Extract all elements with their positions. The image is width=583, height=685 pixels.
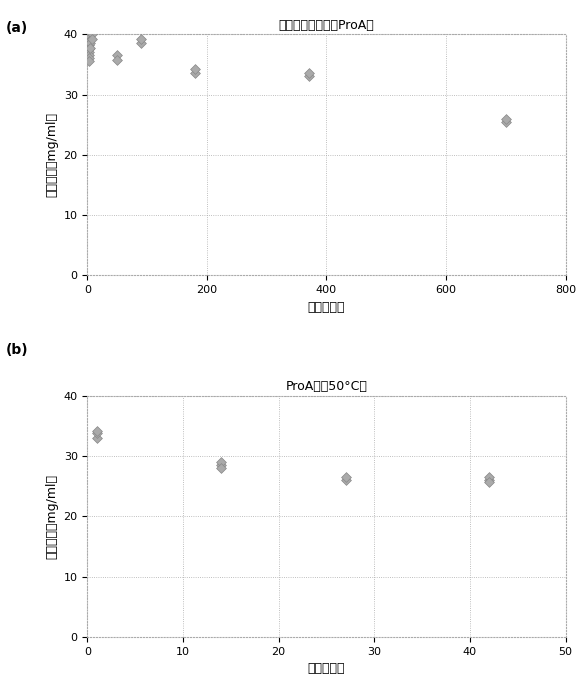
Text: (a): (a) <box>6 21 28 34</box>
X-axis label: 時間（日）: 時間（日） <box>308 301 345 314</box>
Point <box>113 54 122 65</box>
Y-axis label: 結合容量（mg/ml）: 結合容量（mg/ml） <box>45 112 58 197</box>
Point <box>86 38 95 49</box>
Point <box>341 475 350 486</box>
Point <box>86 42 95 53</box>
Point <box>84 56 93 67</box>
Point <box>304 71 313 82</box>
Title: 室温で貯蔵されたProA膜: 室温で貯蔵されたProA膜 <box>279 18 374 32</box>
Point <box>217 457 226 468</box>
Title: ProA膜（50°C）: ProA膜（50°C） <box>286 380 367 393</box>
Point <box>87 29 96 40</box>
Point <box>136 38 146 49</box>
Point <box>190 68 199 79</box>
X-axis label: 時間（日）: 時間（日） <box>308 662 345 675</box>
Point <box>84 40 93 51</box>
Point <box>84 44 93 55</box>
Point <box>501 113 511 124</box>
Point <box>136 34 146 45</box>
Point <box>484 476 494 487</box>
Point <box>87 34 96 45</box>
Point <box>92 433 101 444</box>
Point <box>341 472 350 483</box>
Point <box>84 50 93 61</box>
Point <box>113 50 122 61</box>
Point <box>190 64 199 75</box>
Point <box>484 475 494 486</box>
Point <box>484 472 494 483</box>
Point <box>217 460 226 471</box>
Point <box>84 53 93 64</box>
Y-axis label: 結合容量（mg/ml）: 結合容量（mg/ml） <box>45 474 58 559</box>
Point <box>92 425 101 436</box>
Point <box>501 116 511 127</box>
Point <box>84 36 93 47</box>
Point <box>92 428 101 439</box>
Point <box>84 47 93 58</box>
Text: (b): (b) <box>6 342 29 356</box>
Point <box>84 32 93 42</box>
Point <box>217 463 226 474</box>
Point <box>304 67 313 78</box>
